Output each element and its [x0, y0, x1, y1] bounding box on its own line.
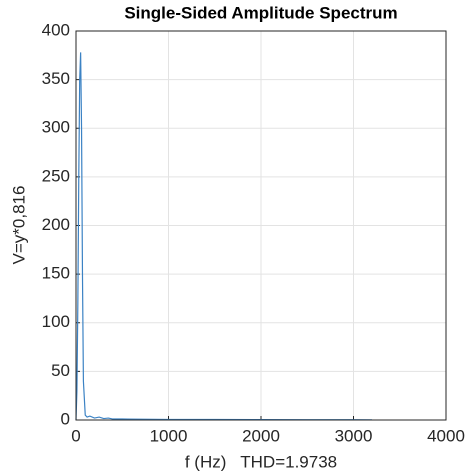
- y-tick-label: 350: [42, 69, 70, 88]
- x-tick-label: 2000: [242, 426, 280, 445]
- axes-box: [75, 30, 447, 421]
- y-tick-label: 300: [42, 118, 70, 137]
- x-axis-label: f (Hz) THD=1.9738: [185, 452, 337, 471]
- y-tick-label: 100: [42, 312, 70, 331]
- y-tick-label: 50: [51, 361, 70, 380]
- y-tick-label: 200: [42, 215, 70, 234]
- x-tick-label: 3000: [335, 426, 373, 445]
- x-tick-label: 1000: [150, 426, 188, 445]
- y-tick-label: 0: [61, 409, 70, 428]
- x-tick-label: 4000: [427, 426, 465, 445]
- y-tick-label: 250: [42, 166, 70, 185]
- chart-title: Single-Sided Amplitude Spectrum: [124, 3, 397, 22]
- x-tick-label: 0: [71, 426, 80, 445]
- y-axis-label: V=y*0,816: [9, 186, 28, 265]
- y-tick-label: 400: [42, 20, 70, 39]
- y-tick-label: 150: [42, 264, 70, 283]
